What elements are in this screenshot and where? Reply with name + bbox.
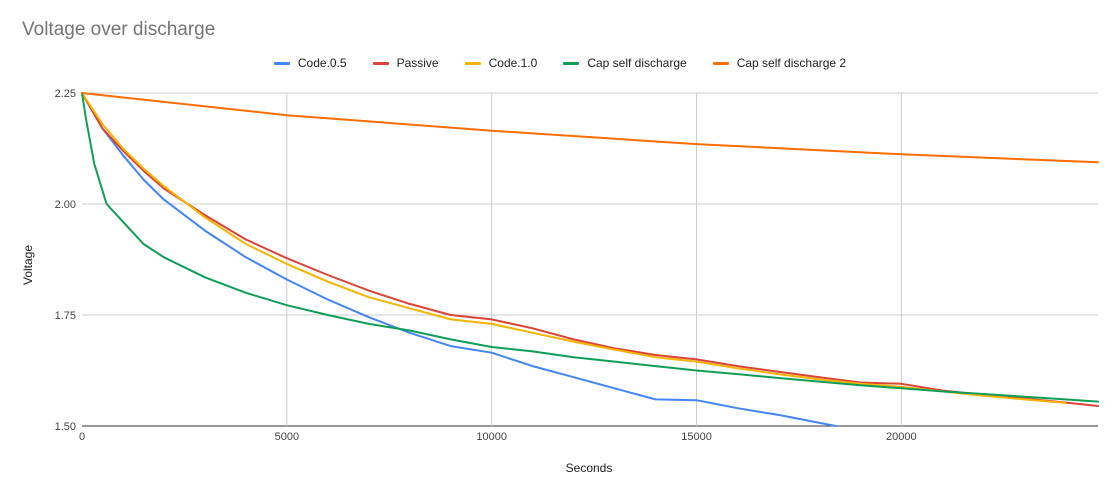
x-tick-label: 10000 bbox=[476, 431, 507, 443]
x-tick-label: 0 bbox=[79, 431, 85, 443]
legend-item[interactable]: Cap self discharge bbox=[563, 56, 687, 70]
legend-item[interactable]: Code.0.5 bbox=[273, 56, 347, 70]
series-line-cap-self-discharge-2 bbox=[81, 92, 1099, 164]
series-line-code-0-5 bbox=[81, 92, 837, 427]
legend: Code.0.5 Passive Code.1.0 Cap self discharg… bbox=[0, 56, 1120, 70]
x-tick-label: 15000 bbox=[681, 431, 712, 443]
x-axis-label: Seconds bbox=[566, 461, 613, 475]
y-axis-label: Voltage bbox=[21, 245, 35, 285]
y-tick-label: 2.00 bbox=[55, 199, 76, 211]
legend-swatch bbox=[372, 61, 389, 65]
legend-label: Code.1.0 bbox=[488, 56, 538, 70]
x-tick-label: 20000 bbox=[886, 431, 917, 443]
legend-swatch bbox=[712, 61, 729, 65]
grid bbox=[82, 92, 1098, 427]
y-tick-label: 2.25 bbox=[55, 88, 76, 100]
legend-label: Code.0.5 bbox=[297, 56, 347, 70]
series-line-code-1-0 bbox=[81, 92, 1067, 404]
legend-item[interactable]: Code.1.0 bbox=[464, 56, 538, 70]
legend-swatch bbox=[563, 61, 580, 65]
legend-label: Cap self discharge 2 bbox=[736, 56, 847, 70]
y-tick-label: 1.50 bbox=[55, 421, 76, 433]
series-layer bbox=[81, 92, 1099, 427]
series-line-cap-self-discharge bbox=[81, 92, 1099, 403]
legend-item[interactable]: Cap self discharge 2 bbox=[712, 56, 847, 70]
chart-title: Voltage over discharge bbox=[22, 19, 216, 40]
legend-swatch bbox=[464, 61, 481, 65]
legend-item[interactable]: Passive bbox=[372, 56, 439, 70]
legend-swatch bbox=[273, 61, 290, 65]
tick-labels: 1.50 1.75 2.00 2.25 0 5000 10000 15000 20000 bbox=[55, 88, 917, 443]
legend-label: Cap self discharge bbox=[587, 56, 687, 70]
x-tick-label: 5000 bbox=[275, 431, 299, 443]
legend-label: Passive bbox=[396, 56, 439, 70]
y-tick-label: 1.75 bbox=[55, 310, 76, 322]
